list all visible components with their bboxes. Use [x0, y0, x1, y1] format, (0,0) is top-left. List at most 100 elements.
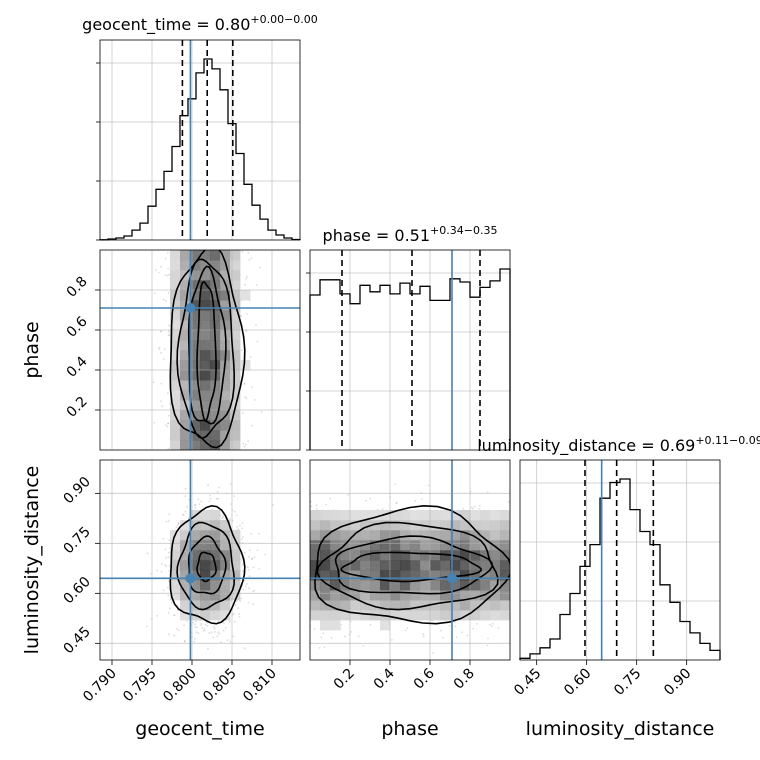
scatter-point	[194, 507, 197, 509]
density-cell	[190, 550, 201, 561]
scatter-point	[206, 624, 208, 627]
density-cell	[200, 350, 211, 361]
density-cell	[190, 530, 201, 541]
scatter-point	[187, 517, 190, 519]
density-cell	[430, 600, 441, 611]
density-cell	[200, 520, 211, 531]
scatter-point	[177, 522, 180, 525]
scatter-point	[165, 520, 168, 523]
scatter-point	[381, 508, 384, 510]
scatter-point	[182, 514, 185, 516]
scatter-point	[176, 628, 178, 630]
density-cell	[500, 560, 510, 571]
scatter-point	[233, 620, 236, 623]
density-cell	[190, 360, 201, 371]
density-cell	[420, 610, 431, 621]
density-cell	[470, 530, 481, 541]
density-cell	[360, 590, 371, 601]
scatter-point	[241, 564, 244, 566]
density-cell	[180, 600, 191, 611]
scatter-point	[486, 644, 489, 647]
density-cell	[350, 600, 361, 611]
scatter-point	[167, 414, 170, 417]
scatter-point	[422, 633, 425, 636]
density-cell	[360, 580, 371, 591]
scatter-point	[478, 507, 481, 510]
title-geocent-time-plus: +0.00	[250, 13, 284, 26]
density-cell	[180, 520, 191, 531]
scatter-point	[247, 569, 250, 571]
density-cell	[190, 440, 201, 450]
density-cell	[430, 530, 441, 541]
scatter-point	[160, 563, 163, 565]
density-cell	[190, 590, 201, 601]
scatter-point	[455, 636, 458, 639]
density-cell	[180, 330, 191, 341]
density-cell	[330, 580, 341, 591]
scatter-point	[162, 298, 165, 301]
density-cell	[220, 520, 231, 531]
scatter-point	[247, 556, 250, 558]
scatter-point	[155, 269, 157, 271]
scatter-point	[183, 639, 186, 642]
scatter-point	[315, 504, 318, 507]
density-cell	[390, 600, 401, 611]
scatter-point	[228, 621, 231, 624]
density-cell	[170, 570, 181, 581]
scatter-point	[217, 631, 220, 633]
scatter-point	[250, 557, 253, 560]
density-cell	[430, 540, 441, 551]
scatter-point	[223, 622, 225, 625]
y-tick-label-phase: 0.2	[64, 394, 91, 421]
title-geocent-time: geocent_time = 0.80+0.00−0.00	[82, 13, 318, 35]
density-cell	[450, 560, 461, 571]
density-cell	[350, 580, 361, 591]
density-cell	[210, 530, 221, 541]
density-cell	[480, 560, 491, 571]
scatter-point	[194, 626, 197, 629]
scatter-point	[216, 497, 218, 500]
density-cell	[180, 440, 191, 450]
scatter-point	[167, 422, 170, 424]
density-cell	[450, 520, 461, 531]
scatter-point	[260, 411, 263, 413]
density-cell	[200, 550, 211, 561]
density-cell	[350, 530, 361, 541]
scatter-point	[240, 538, 243, 541]
density-cell	[500, 540, 510, 551]
scatter-point	[184, 495, 187, 498]
density-cell	[430, 510, 441, 521]
density-cell	[220, 590, 231, 601]
scatter-point	[442, 636, 444, 639]
scatter-point	[237, 528, 239, 531]
scatter-point	[394, 483, 397, 486]
scatter-point	[239, 600, 242, 603]
scatter-point	[254, 399, 256, 401]
density-cell	[210, 610, 221, 621]
scatter-point	[214, 627, 216, 630]
density-cell	[230, 320, 241, 331]
truth-marker-geocent-time-vs-phase	[185, 303, 196, 313]
density-cell	[390, 610, 401, 621]
title-phase-minus: −0.35	[464, 224, 498, 237]
density-cell	[490, 540, 501, 551]
density-cell	[180, 290, 191, 301]
scatter-point	[163, 348, 166, 351]
contour-level-4	[169, 250, 246, 449]
density-cell	[400, 520, 411, 531]
density-cell	[220, 570, 231, 581]
title-geocent-time-text: geocent_time	[82, 15, 191, 35]
contours-geocent-time-vs-phase	[169, 250, 246, 449]
density-cell	[450, 580, 461, 591]
density-cell	[180, 390, 191, 401]
density-cell	[220, 400, 231, 411]
density-cell	[230, 430, 241, 441]
scatter-point	[193, 640, 196, 643]
scatter-point	[246, 583, 248, 585]
density-cell	[370, 530, 381, 541]
panel-frame-0-0	[99, 39, 301, 241]
density-cell	[220, 380, 231, 391]
scatter-point	[422, 635, 425, 638]
density-cell	[230, 530, 241, 541]
density-cell	[360, 570, 371, 581]
